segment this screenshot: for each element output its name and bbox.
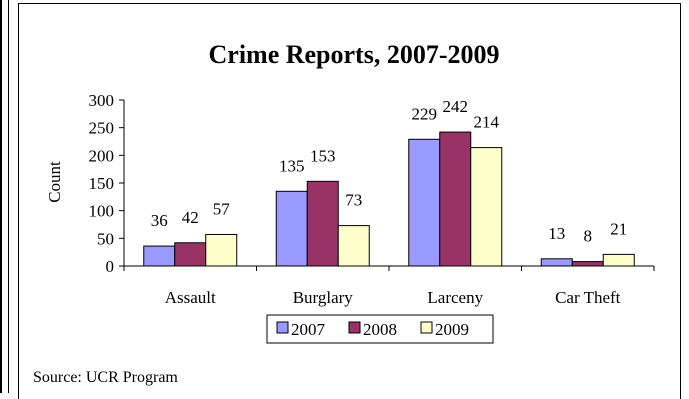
y-tick-label: 250 [89,119,115,138]
chart-title: Crime Reports, 2007-2009 [209,40,500,69]
bar [143,245,176,267]
y-axis-label: Count [45,161,64,203]
x-category-label: Larceny [427,288,483,307]
data-label: 57 [213,199,231,218]
legend-swatch [420,321,433,334]
left-border-line [0,0,2,393]
bar [571,261,604,267]
x-category-label: Burglary [293,288,354,307]
bar [337,225,370,267]
bars: 36 42 57 135 153 73 229 242 214 13 8 21 [143,97,635,267]
legend-swatch [348,321,361,334]
data-label: 42 [182,208,199,227]
data-label: 153 [310,146,336,165]
x-category-label: Car Theft [555,288,621,307]
axes: 0 50 100 150 200 250 300 Assault Burglary Larceny… [89,91,655,307]
data-label: 21 [610,219,627,238]
bar [540,258,573,267]
data-label: 135 [279,156,305,175]
left-border-line-inner [8,0,9,393]
bar [602,253,635,267]
legend-swatch [276,321,289,334]
legend: 2007 2008 2009 [266,314,494,344]
data-label: 13 [548,224,565,243]
y-tick-label: 50 [97,229,114,248]
legend-label: 2007 [291,320,326,339]
y-tick-label: 0 [106,257,115,276]
y-tick-label: 100 [89,202,115,221]
x-category-label: Assault [165,288,216,307]
bar [408,138,441,267]
y-tick-label: 300 [89,91,115,110]
source-note: Source: UCR Program [33,369,178,386]
bar [306,180,339,267]
bar [205,233,238,267]
data-label: 214 [474,113,500,132]
bar [275,190,308,267]
legend-box [266,314,494,344]
data-label: 8 [584,227,593,246]
data-label: 36 [151,211,168,230]
legend-label: 2009 [435,320,469,339]
legend-label: 2008 [363,320,397,339]
bar [174,242,207,267]
y-tick-label: 200 [89,146,115,165]
y-tick-label: 150 [89,174,115,193]
bar [470,147,503,267]
data-label: 229 [412,104,438,123]
data-label: 242 [443,97,469,116]
data-label: 73 [345,191,362,210]
bar [439,131,472,267]
